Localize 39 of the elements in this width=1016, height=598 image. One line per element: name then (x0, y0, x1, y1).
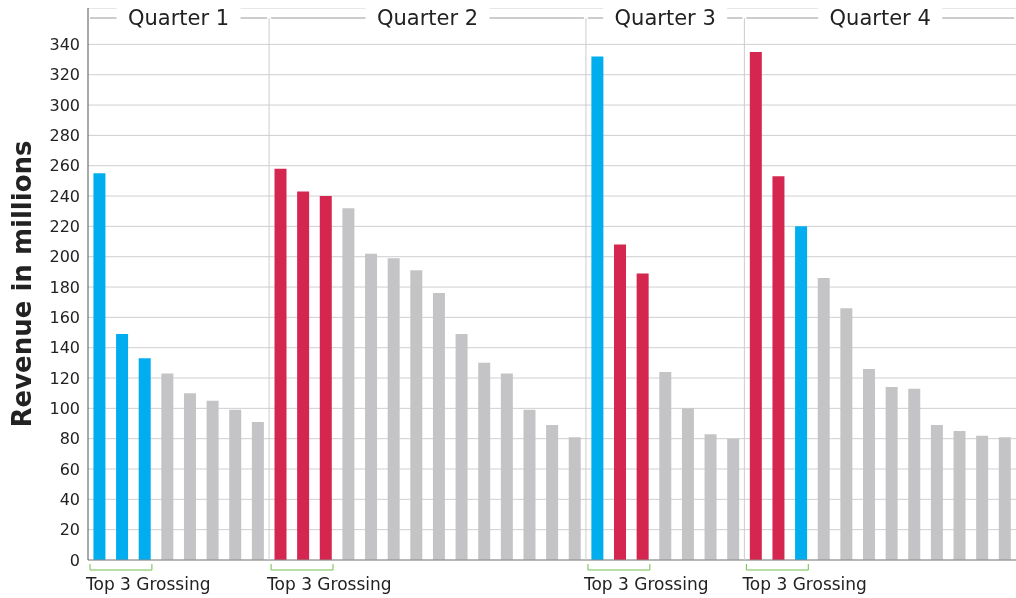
text: Top 3 Grossing (582, 574, 709, 594)
bar (297, 191, 310, 560)
bar (274, 168, 287, 560)
y-tick-label: 300 (49, 95, 80, 115)
y-tick-label: 160 (49, 308, 80, 328)
bar (772, 176, 785, 560)
annotation: Quarter 1 (127, 6, 230, 30)
bar (614, 244, 627, 560)
y-tick-label: 100 (49, 399, 80, 419)
y-tick-label: 80 (59, 429, 80, 449)
bar (138, 358, 151, 560)
annotation: Quarter 3 (614, 6, 716, 30)
y-tick-label: 280 (49, 126, 80, 146)
y-tick-label: 200 (49, 247, 80, 267)
y-tick-label: 0 (69, 550, 80, 570)
text: Top 3 Grossing (741, 574, 867, 594)
text: Top 3 Grossing (266, 574, 392, 594)
bar (319, 196, 332, 560)
y-tick-label: 40 (59, 490, 80, 510)
text: Top 3 Grossing (85, 574, 211, 594)
bar (591, 56, 604, 560)
bar (93, 173, 106, 560)
y-tick-label: 340 (49, 35, 80, 55)
y-tick-label: 20 (59, 520, 80, 540)
y-tick-label: 260 (49, 156, 80, 176)
bar (116, 334, 129, 560)
bar (749, 51, 762, 560)
annotation: Quarter 2 (376, 6, 479, 30)
y-tick-label: 180 (49, 277, 80, 297)
annotation: Quarter 4 (829, 6, 931, 30)
bar (795, 226, 808, 560)
y-tick-label: 320 (49, 65, 80, 85)
bar (636, 273, 649, 560)
y-tick-label: 60 (59, 459, 80, 479)
y-tick-label: 240 (49, 186, 80, 206)
y-tick-label: 220 (49, 217, 80, 237)
y-tick-label: 140 (49, 338, 80, 358)
y-tick-label: 120 (49, 368, 80, 388)
y-axis-title: Revenue in millions (7, 140, 38, 428)
